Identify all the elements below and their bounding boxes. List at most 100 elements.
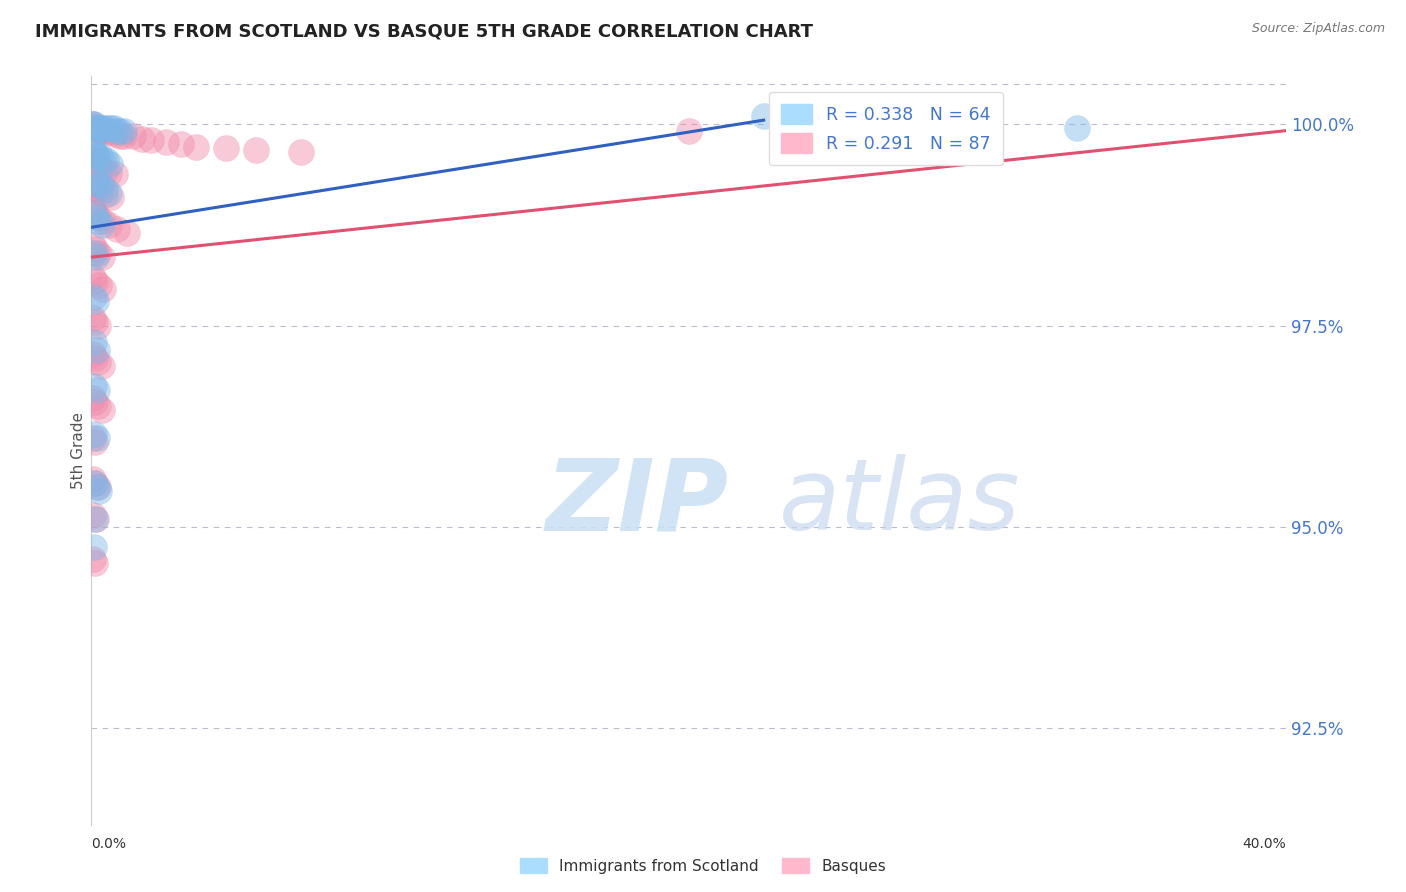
- Point: [96, 153, 118, 168]
- Point: [87, 123, 110, 137]
- Point: [93, 282, 115, 296]
- Point: [82, 508, 104, 522]
- Point: [94, 181, 117, 195]
- Point: [84, 475, 107, 490]
- Point: [84, 173, 107, 187]
- Point: [84, 314, 107, 328]
- Point: [82, 310, 104, 325]
- Point: [84, 121, 107, 136]
- Point: [87, 214, 110, 228]
- Text: 40.0%: 40.0%: [1243, 838, 1286, 851]
- Point: [87, 159, 110, 173]
- Point: [112, 123, 135, 137]
- Point: [83, 246, 105, 260]
- Point: [82, 270, 104, 285]
- Point: [83, 290, 105, 304]
- Point: [87, 318, 110, 333]
- Point: [89, 123, 111, 137]
- Point: [98, 157, 121, 171]
- Point: [83, 153, 105, 168]
- Legend: R = 0.338   N = 64, R = 0.291   N = 87: R = 0.338 N = 64, R = 0.291 N = 87: [769, 92, 1002, 165]
- Point: [82, 149, 104, 163]
- Point: [83, 145, 105, 160]
- Point: [131, 131, 153, 145]
- Point: [100, 125, 122, 139]
- Text: IMMIGRANTS FROM SCOTLAND VS BASQUE 5TH GRADE CORRELATION CHART: IMMIGRANTS FROM SCOTLAND VS BASQUE 5TH G…: [35, 22, 813, 40]
- Point: [90, 218, 112, 232]
- Point: [83, 334, 105, 349]
- Point: [86, 183, 108, 197]
- Point: [87, 399, 110, 413]
- Point: [82, 238, 104, 252]
- Point: [83, 169, 105, 184]
- Point: [84, 435, 107, 450]
- Point: [82, 119, 104, 133]
- Point: [155, 135, 177, 149]
- Point: [87, 178, 110, 192]
- Point: [82, 141, 104, 155]
- Point: [82, 552, 104, 566]
- Point: [84, 121, 107, 136]
- Point: [87, 246, 110, 260]
- Point: [83, 206, 105, 220]
- Point: [84, 149, 107, 163]
- Point: [98, 165, 121, 179]
- Point: [90, 403, 112, 417]
- Point: [89, 186, 111, 200]
- Point: [290, 145, 312, 160]
- Point: [83, 121, 105, 136]
- Point: [115, 226, 138, 240]
- Point: [87, 480, 110, 494]
- Point: [86, 383, 108, 397]
- Point: [90, 178, 112, 192]
- Point: [103, 121, 125, 136]
- Point: [82, 391, 104, 405]
- Point: [82, 347, 104, 361]
- Point: [84, 351, 107, 365]
- Point: [83, 540, 105, 554]
- Point: [100, 121, 122, 136]
- Point: [82, 202, 104, 216]
- Point: [84, 181, 107, 195]
- Point: [84, 157, 107, 171]
- Point: [104, 167, 127, 181]
- Point: [90, 359, 112, 373]
- Point: [87, 483, 110, 498]
- Point: [94, 188, 117, 202]
- Point: [84, 242, 107, 256]
- Point: [90, 161, 112, 176]
- Point: [100, 189, 122, 203]
- Point: [86, 343, 108, 357]
- Point: [105, 222, 128, 236]
- Point: [89, 121, 111, 136]
- Point: [93, 121, 115, 136]
- Point: [82, 472, 104, 486]
- Point: [83, 379, 105, 393]
- Point: [84, 512, 107, 526]
- Point: [84, 556, 107, 570]
- Y-axis label: 5th Grade: 5th Grade: [70, 412, 86, 489]
- Point: [108, 129, 131, 144]
- Point: [83, 117, 105, 131]
- Point: [86, 149, 108, 163]
- Point: [112, 129, 135, 144]
- Point: [83, 427, 105, 442]
- Text: ZIP: ZIP: [546, 454, 728, 551]
- Point: [86, 123, 108, 137]
- Point: [84, 395, 107, 409]
- Point: [82, 431, 104, 445]
- Point: [84, 274, 107, 288]
- Point: [98, 218, 121, 232]
- Point: [184, 139, 207, 153]
- Point: [87, 210, 110, 224]
- Point: [84, 210, 107, 224]
- Point: [84, 512, 107, 526]
- Point: [98, 186, 121, 200]
- Text: 0.0%: 0.0%: [91, 838, 127, 851]
- Text: Source: ZipAtlas.com: Source: ZipAtlas.com: [1251, 22, 1385, 36]
- Point: [91, 123, 114, 137]
- Point: [96, 125, 118, 139]
- Point: [84, 206, 107, 220]
- Point: [141, 133, 162, 147]
- Point: [104, 127, 127, 141]
